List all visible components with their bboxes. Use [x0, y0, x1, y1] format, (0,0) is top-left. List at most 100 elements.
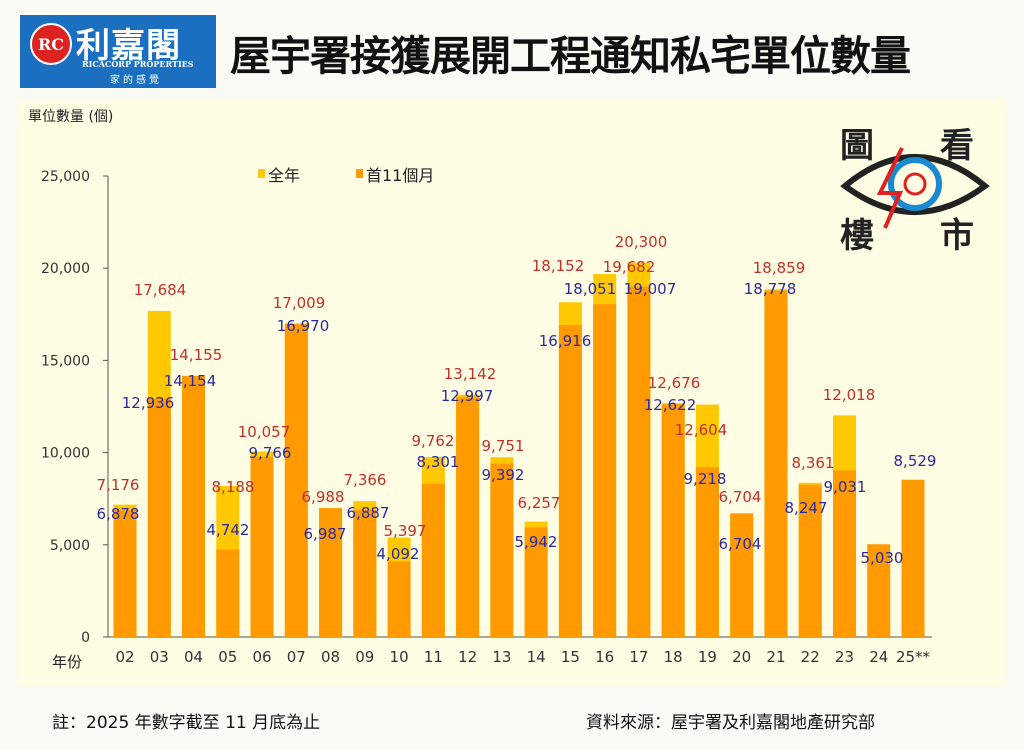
data-label-full-year: 7,176 [97, 476, 140, 494]
data-label-full-year: 9,751 [482, 437, 525, 455]
data-label-full-year: 12,676 [648, 374, 701, 392]
data-label-first11: 18,051 [564, 280, 617, 298]
bar-first11 [730, 513, 754, 637]
x-tick-label: 23 [835, 648, 854, 666]
bar-first11 [524, 527, 548, 637]
x-tick-label: 19 [698, 648, 717, 666]
data-label-full-year: 6,988 [302, 488, 345, 506]
x-tick-label: 16 [595, 648, 614, 666]
bar-first11 [387, 561, 411, 637]
bar-first11 [593, 304, 617, 637]
badge-char: 看 [940, 126, 974, 166]
x-tick-label: 02 [115, 648, 134, 666]
data-label-first11: 8,247 [785, 499, 828, 517]
eye-badge-logo: 圖 看 樓 市 [840, 118, 990, 256]
data-label-full-year: 12,018 [823, 386, 876, 404]
data-label-first11: 9,392 [482, 466, 525, 484]
legend-label-first11: 首11個月 [366, 166, 434, 185]
bar-first11 [456, 397, 480, 637]
data-label-full-year: 17,009 [273, 294, 326, 312]
bar-first11 [558, 325, 582, 637]
data-label-full-year: 10,057 [238, 423, 291, 441]
badge-char: 市 [940, 216, 974, 256]
data-label-first11: 5,030 [861, 549, 904, 567]
data-label-first11: 8,301 [417, 453, 460, 471]
data-label-first11: 5,942 [515, 533, 558, 551]
x-tick-label: 11 [424, 648, 443, 666]
bar-first11 [284, 324, 308, 637]
data-label-full-year: 18,152 [532, 257, 585, 275]
y-tick-label: 15,000 [41, 353, 90, 369]
legend-swatch-first11 [356, 169, 363, 178]
data-label-full-year: 8,361 [792, 454, 835, 472]
data-label-first11: 12,622 [644, 396, 697, 414]
data-label-full-year: 20,300 [615, 233, 668, 251]
x-tick-label: 09 [355, 648, 374, 666]
data-label-full-year: 5,397 [384, 522, 427, 540]
data-label-first11: 4,742 [207, 521, 250, 539]
bar-first11 [113, 510, 137, 637]
page-title: 屋宇署接獲展開工程通知私宅單位數量 [230, 32, 911, 80]
data-label-first11: 18,778 [744, 280, 797, 298]
data-label-first11: 9,766 [249, 444, 292, 462]
data-label-first11: 16,970 [277, 317, 330, 335]
data-label-first11: 9,031 [824, 478, 867, 496]
data-label-full-year: 6,704 [719, 488, 762, 506]
x-axis-label: 年份 [52, 653, 82, 671]
bar-first11 [695, 467, 719, 637]
bar-first11 [901, 479, 925, 637]
bar-first11 [798, 484, 822, 637]
data-label-first11: 4,092 [377, 545, 420, 563]
data-label-first11: 14,154 [164, 372, 217, 390]
bar-first11 [353, 510, 377, 637]
x-tick-label: 07 [287, 648, 306, 666]
data-label-full-year: 7,366 [344, 471, 387, 489]
footer-note: 註：2025 年數字截至 11 月底為止 [52, 713, 321, 733]
data-label-first11: 16,916 [539, 332, 592, 350]
bar-first11 [832, 470, 856, 637]
eye-icon [840, 147, 990, 229]
data-label-full-year: 13,142 [444, 365, 497, 383]
y-axis-label: 單位數量 (個) [28, 109, 114, 125]
bar-first11 [490, 463, 514, 637]
data-label-full-year: 9,762 [412, 432, 455, 450]
legend-label-full-year: 全年 [268, 166, 300, 185]
legend-swatch-full-year [258, 169, 265, 178]
x-tick-label: 10 [390, 648, 409, 666]
rc-logo-mark: RC [30, 23, 72, 65]
x-tick-label: 14 [527, 648, 546, 666]
data-label-first11: 6,887 [347, 504, 390, 522]
bar-first11 [627, 286, 651, 637]
logo-name-cn: 利嘉閣 [76, 26, 181, 66]
bar-first11 [764, 290, 788, 637]
x-tick-label: 17 [629, 648, 648, 666]
data-label-first11: 19,007 [624, 280, 677, 298]
bar-first11 [182, 376, 206, 637]
data-label-full-year: 17,684 [134, 281, 187, 299]
badge-char: 圖 [840, 126, 874, 166]
data-label-full-year: 8,188 [212, 478, 255, 496]
y-tick-label: 0 [81, 630, 90, 646]
x-tick-label: 24 [869, 648, 888, 666]
x-tick-label: 06 [252, 648, 271, 666]
bar-first11 [421, 483, 445, 637]
bar-first11 [661, 404, 685, 637]
data-label-full-year: 14,155 [170, 346, 223, 364]
x-tick-label: 08 [321, 648, 340, 666]
y-tick-label: 5,000 [50, 538, 90, 554]
x-tick-label: 22 [801, 648, 820, 666]
x-tick-label: 04 [184, 648, 203, 666]
x-tick-label: 15 [561, 648, 580, 666]
data-label-full-year: 19,682 [603, 258, 656, 276]
data-label-first11: 6,878 [97, 505, 140, 523]
bar-first11 [250, 456, 274, 637]
x-tick-label: 13 [492, 648, 511, 666]
ricacorp-logo: RC 利嘉閣 RICACORP PROPERTIES 家的感覺 [20, 15, 216, 88]
data-label-full-year: 6,257 [518, 494, 561, 512]
data-label-first11: 12,997 [441, 387, 494, 405]
bar-first11 [319, 508, 343, 637]
data-label-first11: 6,704 [719, 535, 762, 553]
bar-first11 [216, 549, 240, 637]
data-label-first11: 9,218 [684, 470, 727, 488]
